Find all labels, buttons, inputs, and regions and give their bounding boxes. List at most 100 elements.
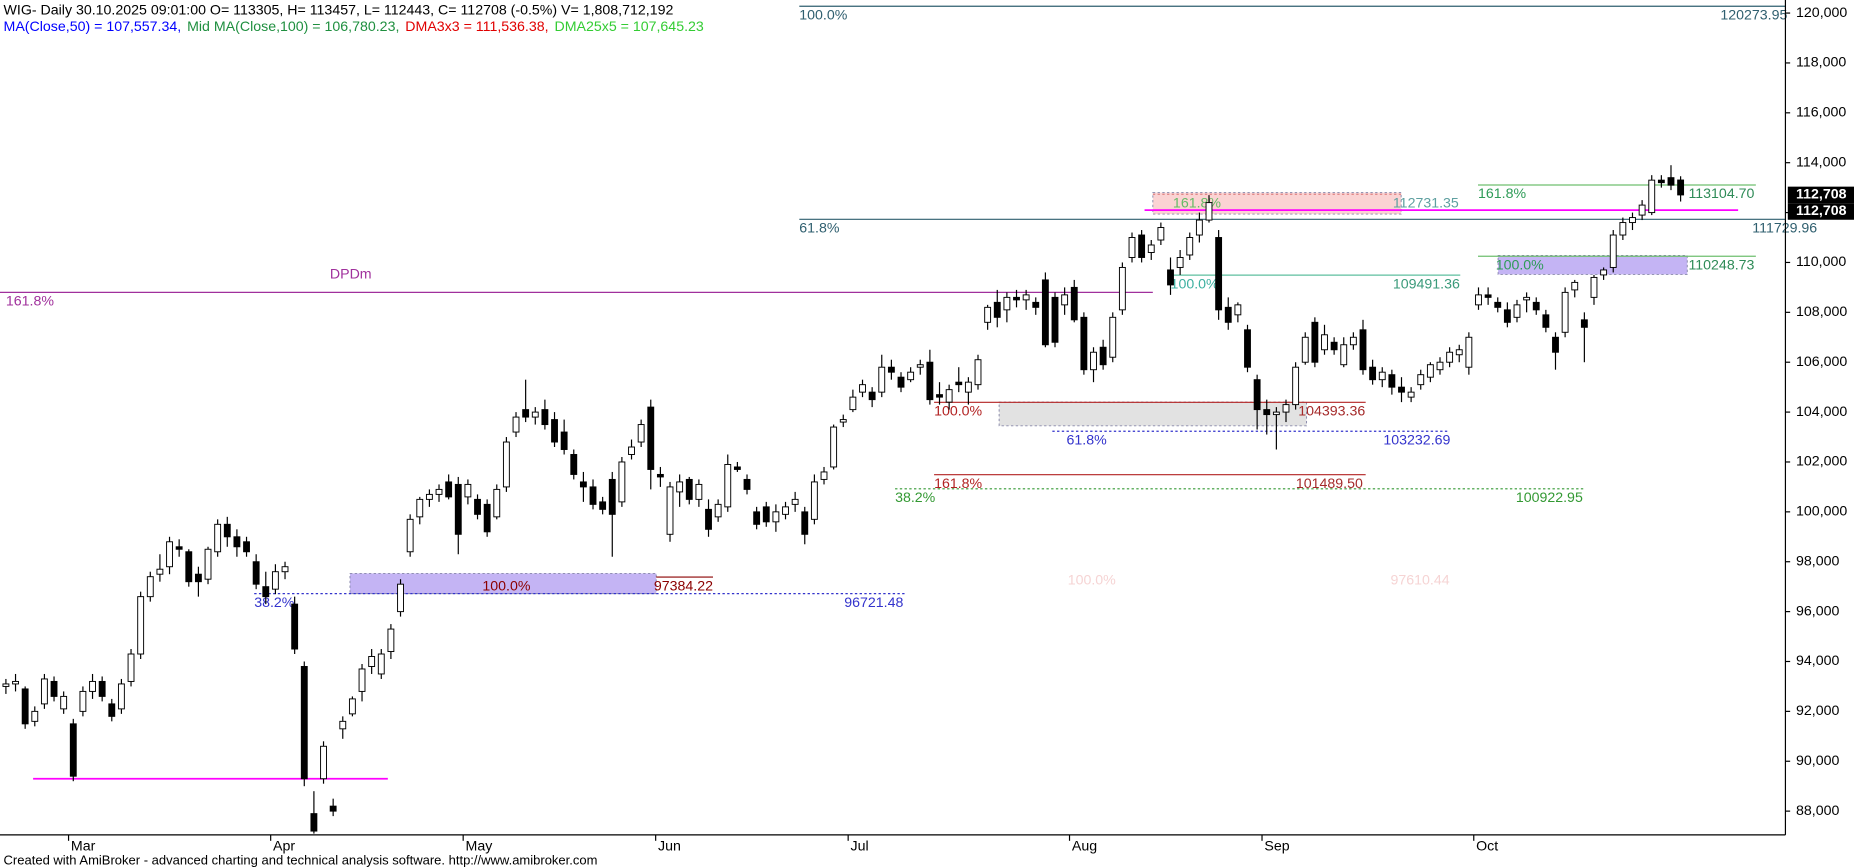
zone-box [1497, 255, 1688, 275]
levels: 100.0% 120273.95 61.8% 111729.96 161.8% DPDm 1… [0, 5, 1817, 780]
candle-body [310, 813, 318, 832]
y-tick-label: 120,000 [1796, 5, 1847, 21]
candle-body [666, 486, 674, 535]
y-tick-label: 118,000 [1796, 55, 1846, 71]
candle-body [1571, 281, 1579, 291]
candle-body [223, 523, 231, 538]
indicator-legend: MA(Close,50) = 107,557.34, Mid MA(Close,1… [4, 19, 704, 35]
level-label: 161.8% [1478, 186, 1526, 202]
candle-body [1282, 404, 1290, 413]
candle-body [493, 488, 501, 518]
candle-body [1523, 296, 1531, 301]
candle-body [108, 703, 116, 717]
candle-body [570, 454, 578, 475]
candle-body [705, 508, 712, 530]
y-tick-label: 108,000 [1796, 304, 1847, 320]
candle-body [1032, 301, 1040, 308]
candle-body [1465, 336, 1473, 368]
zone-box [1152, 192, 1402, 215]
level-label: 100.0% [1496, 257, 1544, 273]
candle-body [1532, 301, 1540, 311]
level-value-label: 120273.95 [1720, 7, 1787, 23]
candle-body [1070, 286, 1078, 321]
y-tick-label: 98,000 [1796, 553, 1839, 569]
candle-body [21, 688, 29, 725]
level-value-label: 112731.35 [1393, 196, 1459, 212]
indicator: DMA3x3 = 111,536.38, [405, 19, 548, 35]
candle-body [416, 498, 424, 518]
level-label: 161.8% [6, 294, 54, 310]
candle-body [551, 419, 558, 443]
y-tick-label: 104,000 [1796, 404, 1847, 420]
x-tick-label: Aug [1072, 838, 1097, 854]
candle-body [608, 478, 616, 515]
candle-body [560, 431, 568, 450]
candle-body [387, 628, 395, 652]
candle-body [926, 361, 934, 401]
candle-body [791, 498, 799, 505]
level-value-label: 104393.36 [1298, 403, 1365, 419]
y-tick-label: 110,000 [1796, 254, 1846, 270]
candle-body [146, 576, 154, 598]
candle-body [1167, 269, 1174, 286]
candle-body [348, 698, 356, 715]
candle-body [368, 656, 376, 667]
level-label: 100.0% [934, 403, 982, 419]
level-value-label: 111729.96 [1752, 221, 1817, 237]
candle-body [79, 690, 87, 712]
candle-body [1109, 316, 1117, 358]
candle-body [1619, 222, 1627, 236]
chart-title: WIG- Daily 30.10.2025 09:01:00 O= 113305… [4, 2, 674, 18]
y-tick-label: 116,000 [1796, 105, 1846, 121]
candle-body [2, 683, 10, 687]
level-label: 100.0% [1068, 573, 1116, 589]
candle-body [156, 568, 164, 575]
y-tick-label: 102,000 [1796, 454, 1847, 470]
candle-body [849, 396, 857, 411]
candle-body [945, 389, 953, 403]
candle-body [1677, 179, 1685, 196]
candle-body [1128, 237, 1136, 258]
candle-body [656, 473, 664, 478]
indicator: DMA25x5 = 107,645.23 [554, 19, 703, 35]
candle-body [291, 603, 299, 650]
candle-body [397, 583, 404, 613]
level-title: DPDm [330, 266, 372, 282]
candle-body [1176, 256, 1184, 268]
y-tick-label: 88,000 [1796, 803, 1839, 819]
candle-body [637, 424, 645, 443]
candle-body [1051, 296, 1059, 343]
candle-body [1638, 204, 1646, 216]
candle-body [175, 546, 183, 550]
candle-body [40, 678, 48, 705]
candle-body [801, 511, 809, 535]
candle-body [1186, 237, 1194, 256]
candle-body [1426, 364, 1434, 378]
candle-body [1629, 217, 1636, 224]
candle-body [1475, 294, 1482, 306]
candle-body [714, 503, 722, 518]
candle-body [194, 573, 202, 583]
level-label: 161.8% [1173, 196, 1221, 212]
candle-body [1340, 344, 1348, 366]
candle-body [1205, 202, 1213, 221]
candle-body [772, 511, 780, 523]
candle-body [233, 536, 241, 548]
candle-body [1494, 301, 1502, 308]
candle-body [454, 483, 462, 535]
candle-body [329, 805, 337, 812]
candle-body [1657, 179, 1665, 184]
candle-body [1263, 409, 1271, 416]
y-tick-label: 106,000 [1796, 354, 1847, 370]
level-value-label: 100922.95 [1516, 490, 1583, 506]
candle-body [1321, 334, 1328, 351]
candle-body [522, 409, 530, 418]
candle-body [1398, 386, 1405, 393]
level-label: 100.0% [482, 578, 530, 594]
candle-body [1330, 341, 1338, 351]
candle-body [695, 483, 703, 500]
candle-body [1484, 294, 1492, 298]
candle-body [1369, 366, 1377, 381]
candle-body [1157, 227, 1165, 241]
